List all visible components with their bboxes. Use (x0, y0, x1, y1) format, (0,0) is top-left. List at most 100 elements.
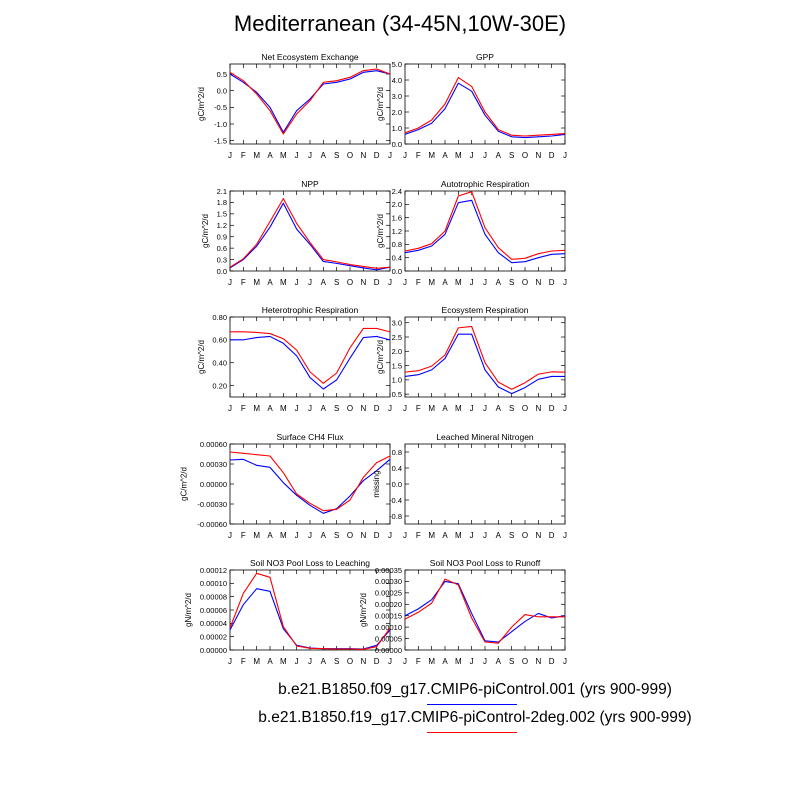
y-tick-label: 0.80 (212, 313, 227, 322)
x-tick-label: J (228, 404, 232, 413)
x-tick-label: S (509, 404, 514, 413)
legend-entry-2: b.e21.B1850.f19_g17.CMIP6-piControl-2deg… (258, 709, 692, 726)
x-tick-label: A (496, 278, 502, 287)
x-tick-label: J (403, 404, 407, 413)
y-tick-label: 2.1 (217, 187, 227, 196)
x-tick-label: A (496, 151, 502, 160)
y-tick-label: -0.8 (389, 512, 402, 521)
x-tick-label: D (549, 531, 555, 540)
x-tick-label: J (483, 278, 487, 287)
x-tick-label: J (470, 404, 474, 413)
x-tick-label: A (496, 531, 502, 540)
y-tick-label: 4.0 (392, 76, 402, 85)
x-tick-label: J (470, 151, 474, 160)
x-tick-label: S (334, 657, 339, 666)
x-tick-label: F (416, 657, 421, 666)
x-tick-label: M (280, 404, 287, 413)
x-tick-label: F (241, 278, 246, 287)
x-tick-label: O (347, 151, 353, 160)
x-tick-label: J (483, 151, 487, 160)
y-axis-label: gC/m^2/d (197, 340, 206, 374)
x-tick-label: M (253, 151, 260, 160)
x-tick-label: M (428, 657, 435, 666)
x-tick-label: A (442, 531, 448, 540)
x-tick-label: J (403, 278, 407, 287)
x-tick-label: M (455, 404, 462, 413)
x-tick-label: J (388, 657, 392, 666)
y-tick-label: 0.0 (392, 480, 402, 489)
y-tick-label: 1.5 (392, 361, 402, 370)
x-tick-label: J (228, 278, 232, 287)
x-tick-label: M (428, 531, 435, 540)
x-tick-label: A (321, 151, 327, 160)
x-tick-label: J (308, 278, 312, 287)
y-tick-label: 0.00025 (375, 589, 402, 598)
y-axis-label: gC/m^2/d (197, 87, 206, 121)
y-tick-label: -0.00030 (197, 500, 227, 509)
y-tick-label: 0.00000 (200, 646, 227, 655)
series-line-2 (229, 572, 391, 650)
series-line-1 (229, 202, 391, 271)
y-tick-label: 0.0 (392, 140, 402, 149)
y-axis-label: gC/m^2/d (201, 214, 210, 248)
x-tick-label: A (442, 404, 448, 413)
x-tick-label: A (267, 278, 273, 287)
y-tick-label: 0.00015 (375, 612, 402, 621)
x-tick-label: J (295, 531, 299, 540)
x-tick-label: M (253, 531, 260, 540)
series-line-1 (404, 333, 565, 395)
series-line-2 (404, 191, 566, 260)
x-tick-label: O (347, 278, 353, 287)
legend-entry-1: b.e21.B1850.f09_g17.CMIP6-piControl.001 … (278, 681, 672, 698)
y-axis-label: gC/m^2/d (180, 467, 189, 501)
y-axis-label: gC/m^2/d (376, 340, 385, 374)
x-tick-label: J (403, 657, 407, 666)
x-tick-label: M (428, 278, 435, 287)
y-tick-label: -0.00060 (197, 520, 227, 529)
plot-frame (404, 569, 566, 651)
x-tick-label: J (295, 404, 299, 413)
y-tick-label: 0.4 (392, 464, 402, 473)
x-tick-label: D (549, 278, 555, 287)
x-tick-label: A (442, 278, 448, 287)
y-tick-label: 0.00006 (200, 606, 227, 615)
x-tick-label: D (374, 657, 380, 666)
x-tick-label: M (280, 531, 287, 540)
x-tick-label: N (360, 151, 366, 160)
legend-swatch-2 (427, 732, 517, 733)
plot-frame (229, 63, 391, 145)
y-tick-label: 0.00005 (375, 634, 402, 643)
series-line-2 (404, 325, 566, 390)
x-tick-label: J (228, 151, 232, 160)
x-tick-label: F (241, 151, 246, 160)
panel-title: Heterotrophic Respiration (262, 305, 359, 315)
x-tick-label: A (496, 657, 502, 666)
y-tick-label: 0.00020 (375, 600, 402, 609)
x-tick-label: J (563, 657, 567, 666)
y-tick-label: 0.00004 (200, 619, 227, 628)
x-tick-label: M (455, 531, 462, 540)
y-tick-label: 3.0 (392, 92, 402, 101)
y-tick-label: 0.0 (392, 267, 402, 276)
y-tick-label: 0.00010 (375, 623, 402, 632)
y-tick-label: -1.0 (214, 120, 227, 129)
x-tick-label: S (509, 151, 514, 160)
y-tick-label: 0.6 (217, 244, 227, 253)
x-tick-label: J (295, 278, 299, 287)
y-tick-label: 0.0 (217, 86, 227, 95)
y-tick-label: 2.0 (392, 108, 402, 117)
x-tick-label: M (280, 278, 287, 287)
x-tick-label: N (535, 278, 541, 287)
y-tick-label: 2.4 (392, 187, 402, 196)
x-tick-label: F (416, 278, 421, 287)
y-tick-label: -1.5 (214, 136, 227, 145)
x-tick-label: A (442, 657, 448, 666)
x-tick-label: S (509, 278, 514, 287)
x-tick-label: M (455, 657, 462, 666)
x-tick-label: S (334, 151, 339, 160)
legend-swatch-1 (427, 704, 517, 705)
